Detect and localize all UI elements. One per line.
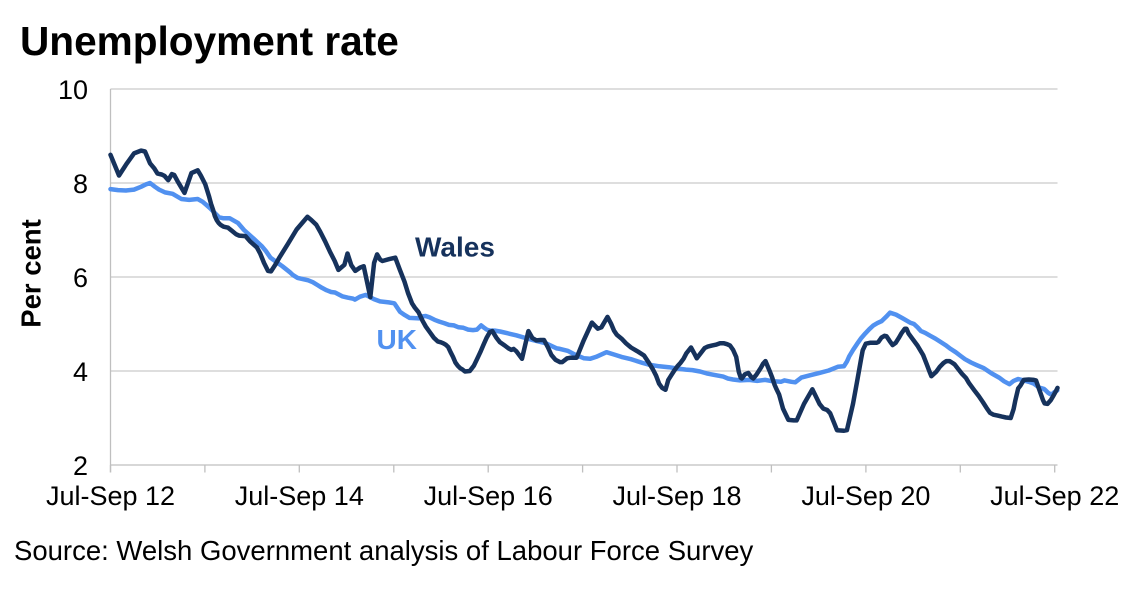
svg-text:Jul-Sep 20: Jul-Sep 20 — [801, 481, 930, 511]
svg-text:2: 2 — [73, 451, 88, 481]
svg-text:Per cent: Per cent — [16, 219, 47, 328]
svg-text:Jul-Sep 16: Jul-Sep 16 — [424, 481, 553, 511]
svg-text:Jul-Sep 22: Jul-Sep 22 — [990, 481, 1119, 511]
svg-text:Jul-Sep 12: Jul-Sep 12 — [46, 481, 175, 511]
svg-text:Unemployment rate: Unemployment rate — [20, 18, 399, 64]
svg-text:UK: UK — [377, 324, 417, 355]
svg-text:Jul-Sep 18: Jul-Sep 18 — [612, 481, 741, 511]
svg-text:6: 6 — [73, 263, 88, 293]
svg-text:Jul-Sep 14: Jul-Sep 14 — [235, 481, 364, 511]
svg-text:10: 10 — [58, 75, 88, 105]
svg-text:8: 8 — [73, 169, 88, 199]
svg-text:Wales: Wales — [415, 232, 495, 263]
svg-text:4: 4 — [73, 357, 88, 387]
svg-text:Source: Welsh Government analy: Source: Welsh Government analysis of Lab… — [14, 535, 754, 566]
